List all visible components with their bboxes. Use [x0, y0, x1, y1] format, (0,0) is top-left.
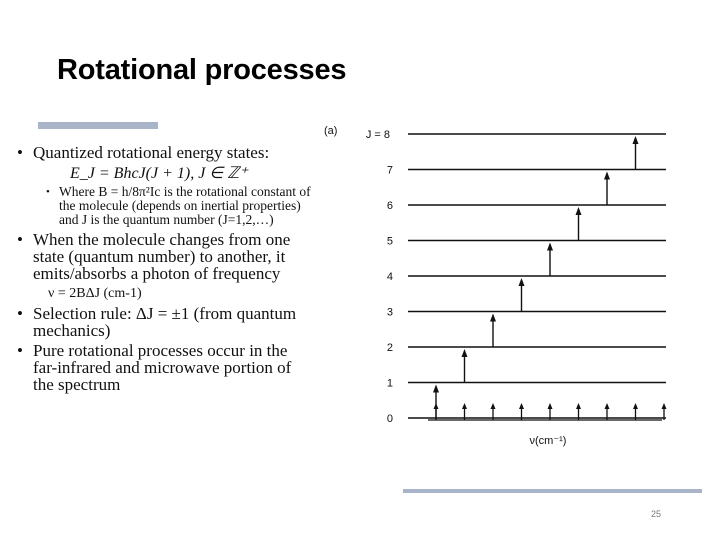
transition-arrowhead-2-3 — [490, 313, 496, 322]
spectral-arrowhead-2 — [462, 403, 467, 409]
bullet-transition: When the molecule changes from one state… — [14, 231, 314, 282]
frequency-formula: ν = 2BΔJ (cm-1) — [48, 286, 142, 301]
spectral-arrowhead-7 — [604, 403, 610, 409]
spectral-arrowhead-3 — [490, 403, 496, 409]
transition-arrowhead-7-8 — [632, 136, 639, 144]
level-label-0: 0 — [387, 413, 393, 425]
level-label-3: 3 — [387, 307, 393, 319]
accent-bar-bottom — [403, 489, 702, 493]
energy-formula: E_J = BhcJ(J + 1), J ∈ ℤ⁺ — [70, 165, 248, 182]
transition-arrowhead-0-1 — [433, 384, 439, 393]
spectral-arrowhead-8 — [633, 403, 638, 409]
rotational-energy-diagram: (a) 0 1 2 3 4 5 6 7 J = 8 ν(cm⁻¹) — [318, 118, 678, 458]
bullet-energy-states: Quantized rotational energy states: — [14, 144, 314, 161]
spectral-arrowhead-4 — [519, 403, 524, 409]
bullet-list: Quantized rotational energy states: E_J … — [14, 144, 314, 396]
level-label-6: 6 — [387, 200, 393, 212]
slide-title: Rotational processes — [57, 54, 347, 86]
level-label-8: J = 8 — [366, 129, 390, 141]
transition-arrowhead-1-2 — [461, 349, 468, 357]
level-label-1: 1 — [387, 378, 393, 390]
page-number: 25 — [651, 509, 662, 519]
spectral-arrowhead-6 — [576, 403, 581, 409]
transition-arrowhead-5-6 — [575, 207, 582, 215]
transition-arrowhead-3-4 — [518, 278, 525, 286]
level-label-7: 7 — [387, 165, 393, 177]
spectrum-axis-label: ν(cm⁻¹) — [530, 435, 567, 447]
bullet-spectrum-region: Pure rotational processes occur in the f… — [14, 342, 314, 393]
energy-level-svg: (a) 0 1 2 3 4 5 6 7 J = 8 ν(cm⁻¹) — [324, 125, 667, 447]
panel-label: (a) — [324, 125, 337, 137]
transition-arrowhead-6-7 — [604, 171, 610, 180]
spectral-arrowhead-5 — [547, 403, 553, 409]
level-label-4: 4 — [387, 271, 393, 283]
spectral-arrowhead-1 — [433, 403, 439, 409]
sub-bullet-rotational-constant: Where B = h/8π²Ic is the rotational cons… — [14, 185, 314, 227]
accent-bar-top — [38, 122, 158, 129]
bullet-selection-rule: Selection rule: ΔJ = ±1 (from quantum me… — [14, 305, 314, 339]
transition-arrowhead-4-5 — [547, 242, 553, 251]
level-label-5: 5 — [387, 236, 393, 248]
spectral-arrowhead-9 — [661, 403, 667, 409]
level-label-2: 2 — [387, 342, 393, 354]
